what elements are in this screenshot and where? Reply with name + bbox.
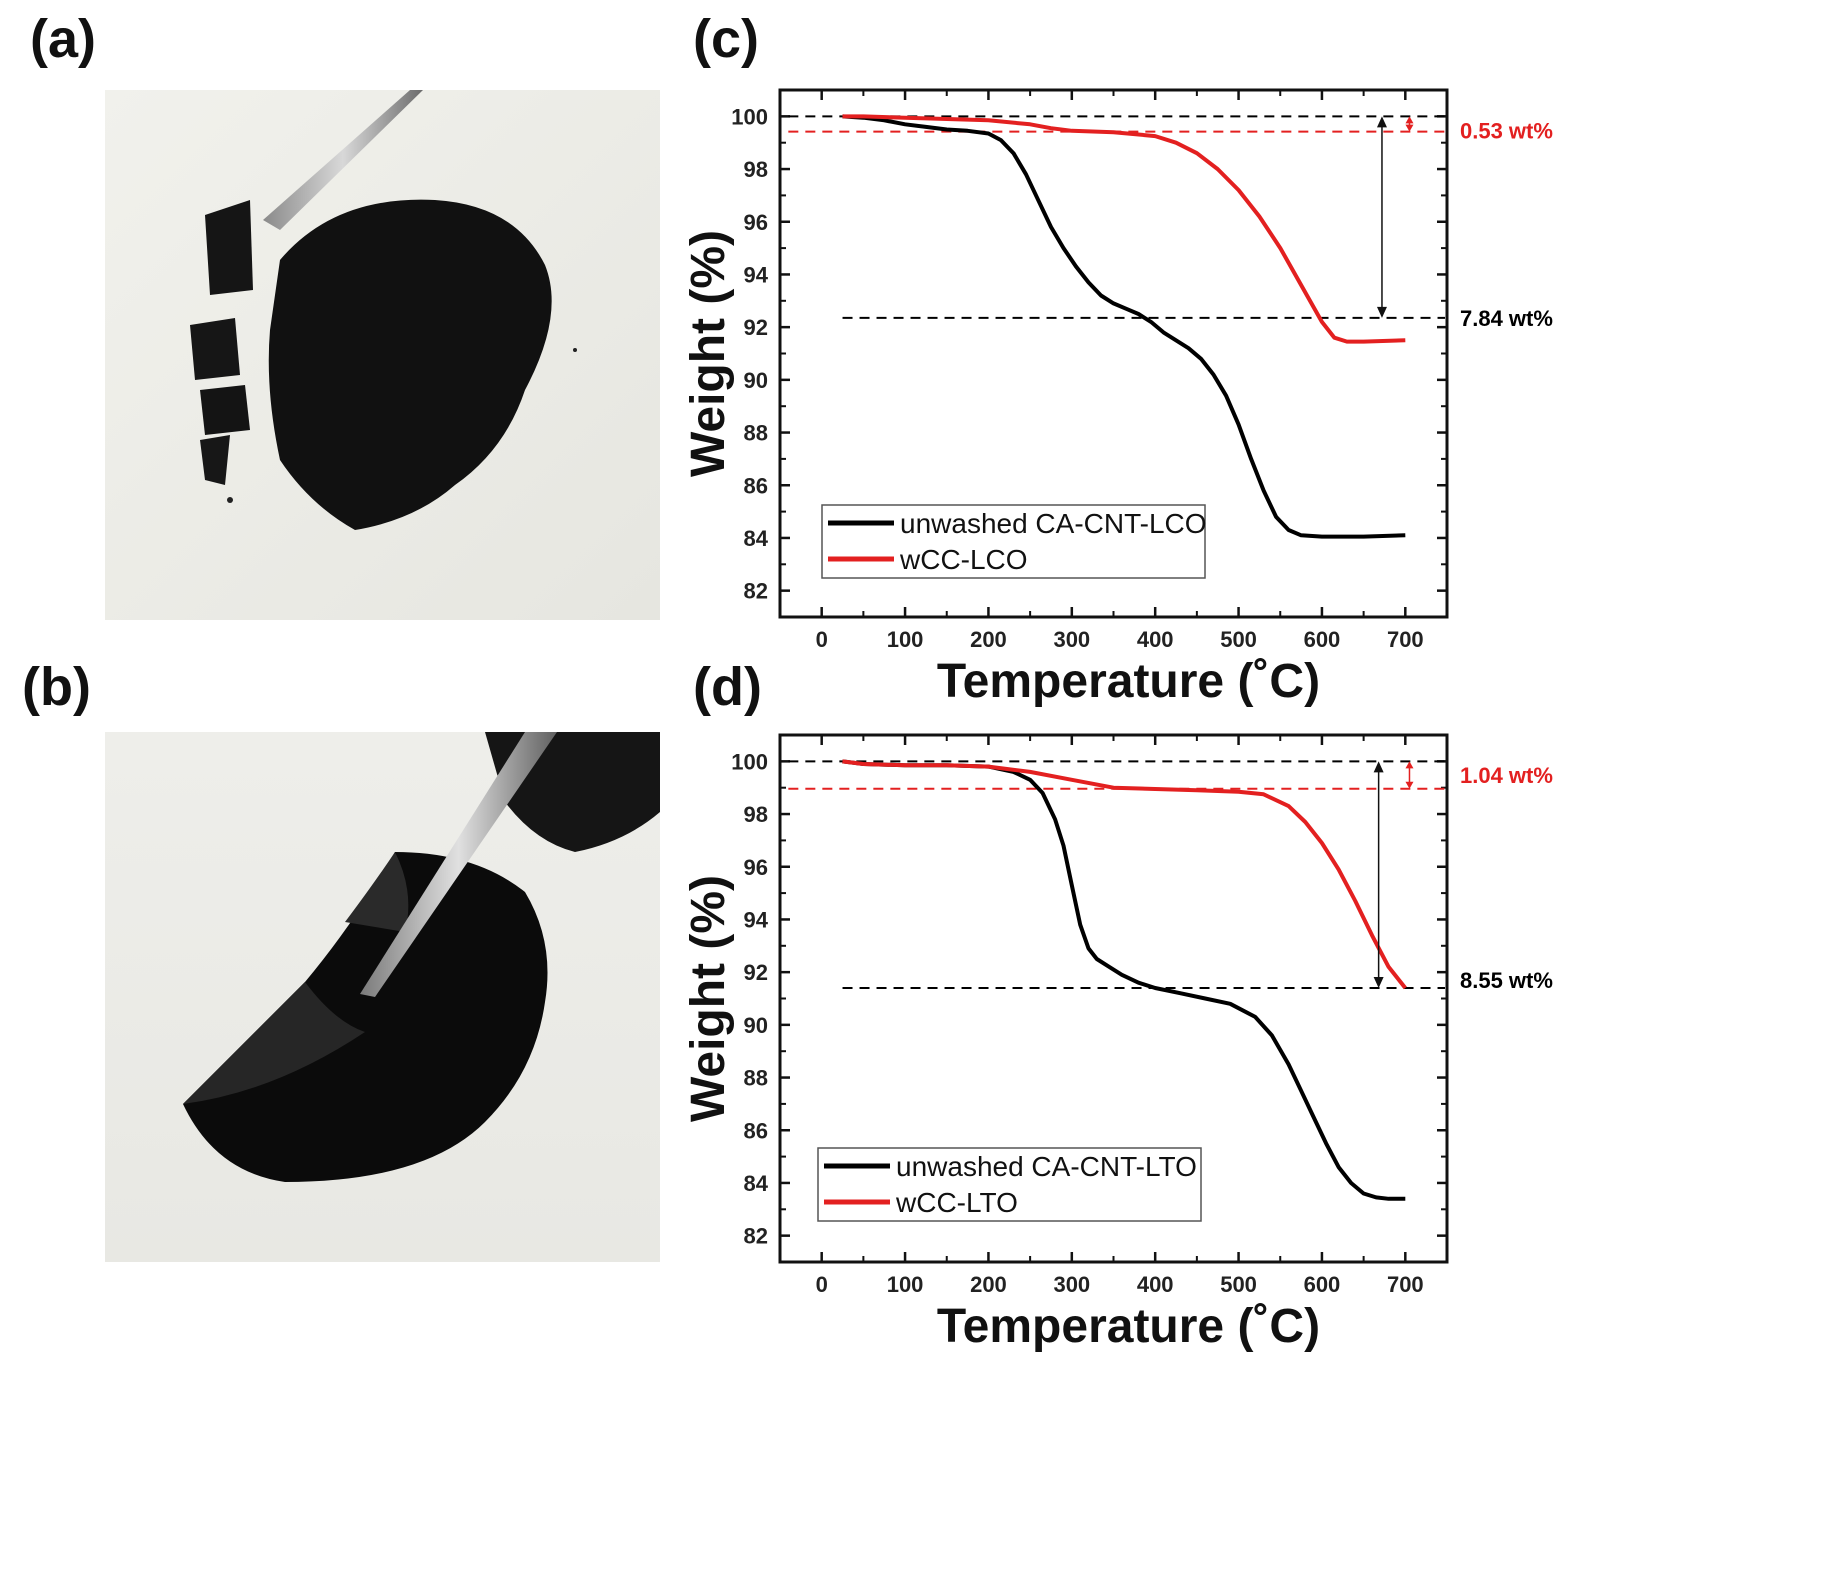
arrow-head-down (1376, 306, 1387, 318)
arrow-head-down (1373, 976, 1384, 988)
photo-b (105, 732, 660, 1262)
legend-box (817, 1147, 1202, 1222)
annotation-black: 8.55 wt% (1460, 968, 1553, 993)
y-tick-label: 88 (744, 1066, 768, 1091)
legend-label-0: unwashed CA-CNT-LTO (896, 1151, 1197, 1182)
series-line-0 (842, 759, 1406, 1201)
x-tick-label: 600 (1304, 1272, 1341, 1297)
annotation-black: 7.84 wt% (1460, 306, 1553, 331)
x-axis-title: Temperature (˚C) (937, 655, 1320, 708)
photo-a-image (105, 90, 660, 620)
y-tick-label: 82 (744, 1224, 768, 1249)
y-tick-label: 96 (744, 855, 768, 880)
x-tick-label: 0 (816, 627, 828, 652)
chart-d: 0 100 200 300 400 500 600 700 82 84 86 88 90 92 94 96 98… (682, 733, 1553, 1353)
y-tick-label: 100 (731, 749, 768, 774)
arrow-head-up (1373, 761, 1384, 773)
x-tick-label: 100 (887, 1272, 924, 1297)
y-tick-label: 86 (744, 473, 768, 498)
panel-label-b: (b) (22, 657, 91, 717)
x-tick-label: 700 (1387, 1272, 1424, 1297)
y-tick-label: 100 (731, 104, 768, 129)
legend-box (821, 504, 1206, 579)
panel-label-a: (a) (30, 9, 96, 69)
legend-label-1: wCC-LCO (899, 544, 1028, 575)
y-tick-label: 92 (744, 315, 768, 340)
arrow-red-head-down (1405, 781, 1414, 789)
y-tick-label: 90 (744, 368, 768, 393)
series-line-0 (842, 114, 1406, 539)
y-tick-label: 86 (744, 1118, 768, 1143)
y-tick-label: 92 (744, 960, 768, 985)
x-tick-label: 500 (1220, 627, 1257, 652)
y-tick-label: 96 (744, 210, 768, 235)
x-tick-label: 0 (816, 1272, 828, 1297)
series-line-1 (842, 759, 1407, 990)
y-tick-label: 94 (744, 907, 769, 932)
x-tick-label: 300 (1053, 1272, 1090, 1297)
x-tick-label: 200 (970, 1272, 1007, 1297)
y-tick-label: 88 (744, 421, 768, 446)
annotation-red: 1.04 wt% (1460, 763, 1553, 788)
panel-label-c: (c) (693, 9, 759, 69)
arrow-red-head-up (1405, 761, 1414, 769)
x-tick-label: 600 (1304, 627, 1341, 652)
x-tick-label: 700 (1387, 627, 1424, 652)
y-tick-label: 98 (744, 157, 768, 182)
x-axis-title: Temperature (˚C) (937, 1300, 1320, 1353)
x-tick-label: 300 (1053, 627, 1090, 652)
photo-b-image (105, 732, 660, 1262)
y-tick-label: 98 (744, 802, 768, 827)
y-axis-title: Weight (%) (682, 230, 735, 477)
y-tick-label: 84 (744, 526, 769, 551)
legend-label-0: unwashed CA-CNT-LCO (900, 508, 1207, 539)
x-tick-label: 200 (970, 627, 1007, 652)
x-tick-label: 500 (1220, 1272, 1257, 1297)
arrow-head-up (1376, 116, 1387, 128)
arrow-red-head-down (1405, 124, 1414, 132)
y-axis-title: Weight (%) (682, 875, 735, 1122)
y-tick-label: 84 (744, 1171, 769, 1196)
arrow-red-head-up (1405, 116, 1414, 124)
panel-label-d: (d) (693, 657, 762, 717)
annotation-red: 0.53 wt% (1460, 118, 1553, 143)
x-tick-label: 400 (1137, 1272, 1174, 1297)
legend-label-1: wCC-LTO (895, 1187, 1018, 1218)
y-tick-label: 94 (744, 262, 769, 287)
x-tick-label: 400 (1137, 627, 1174, 652)
series-line-1 (842, 114, 1406, 344)
y-tick-label: 82 (744, 579, 768, 604)
x-tick-label: 100 (887, 627, 924, 652)
photo-a (105, 90, 660, 620)
chart-c: 0 100 200 300 400 500 600 700 82 84 86 88 90 92 94 96 98… (682, 88, 1553, 708)
y-tick-label: 90 (744, 1013, 768, 1038)
